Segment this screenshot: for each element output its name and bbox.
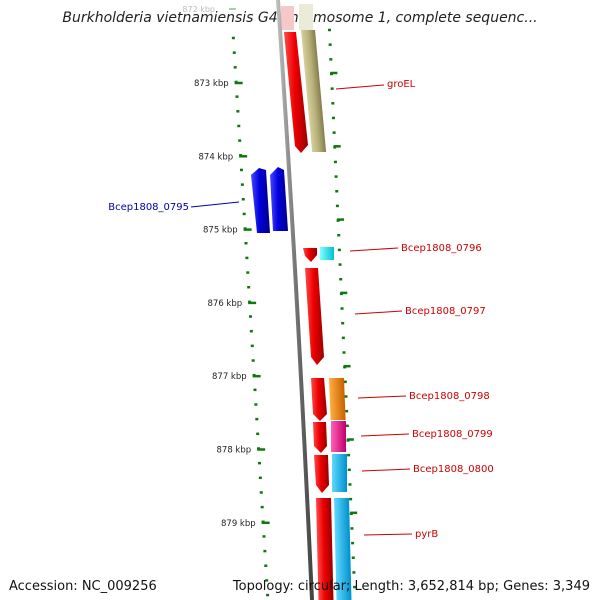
gene-bcep0798[interactable]	[311, 378, 346, 421]
gene-label-bcep0797[interactable]: Bcep1808_0797	[405, 306, 486, 317]
gene-pyrB-cog[interactable]	[334, 498, 352, 600]
gene-label-groEL[interactable]: groEL	[387, 79, 416, 90]
gene-label-bcep0796[interactable]: Bcep1808_0796	[401, 243, 482, 254]
callout-line-bcep0795	[190, 201, 240, 208]
gene-bcep0795-cds-a[interactable]	[251, 168, 270, 233]
gene-bcep0795[interactable]	[251, 167, 288, 233]
gene-bcep0799-cog[interactable]	[331, 421, 346, 452]
topology-text: Topology: circular; Length: 3,652,814 bp…	[232, 579, 590, 594]
gene-bcep0799-cds[interactable]	[313, 422, 327, 453]
callout-line-bcep0799	[360, 433, 410, 437]
gene-bcep0796[interactable]	[303, 247, 334, 262]
gene-bcep0795-cds-b[interactable]	[270, 167, 288, 231]
callout-line-bcep0797	[354, 310, 403, 315]
gene-groEL[interactable]	[284, 30, 327, 153]
callout-line-bcep0798	[357, 395, 407, 399]
gene-groEL-cds[interactable]	[284, 32, 308, 153]
callout-line-groEL	[335, 84, 385, 90]
callout-line-bcep0800	[361, 468, 411, 472]
gene-label-bcep0799[interactable]: Bcep1808_0799	[412, 429, 493, 440]
tick-label-878: 878 kbp	[217, 446, 252, 456]
callout-line-bcep0796	[349, 247, 399, 252]
tick-label-874: 874 kbp	[199, 152, 234, 162]
faded-gene-top-red	[281, 6, 294, 30]
tick-label-876: 876 kbp	[208, 299, 243, 309]
callout-line-pyrB	[363, 533, 413, 536]
gene-groEL-cog[interactable]	[301, 30, 327, 152]
gene-bcep0799[interactable]	[313, 421, 346, 453]
gene-bcep0800-cds[interactable]	[314, 455, 329, 493]
genome-backbone	[276, 0, 314, 600]
faded-gene-top-khaki	[299, 4, 313, 30]
gene-bcep0798-cds[interactable]	[311, 378, 327, 421]
gene-label-bcep0798[interactable]: Bcep1808_0798	[409, 391, 490, 402]
gene-bcep0797-cds[interactable]	[305, 268, 324, 365]
gene-bcep0796-cog[interactable]	[320, 247, 334, 260]
gene-bcep0796-cds[interactable]	[303, 248, 317, 262]
gene-label-bcep0795[interactable]: Bcep1808_0795	[108, 202, 189, 213]
tick-label-879: 879 kbp	[221, 519, 256, 529]
major-ticks: 873 kbp 874 kbp 875 kbp 876 kbp 877 kbp 878 k…	[194, 71, 358, 529]
tick-label-872: 872 kbp	[182, 5, 215, 14]
gene-bcep0797[interactable]	[305, 268, 324, 365]
gene-bcep0800[interactable]	[314, 454, 347, 493]
gene-pyrB-cds[interactable]	[316, 498, 334, 600]
tick-label-873: 873 kbp	[194, 79, 229, 89]
gene-pyrB[interactable]	[316, 498, 352, 600]
gene-label-bcep0800[interactable]: Bcep1808_0800	[413, 464, 494, 475]
gene-label-pyrB[interactable]: pyrB	[415, 529, 438, 540]
gene-bcep0798-cog[interactable]	[329, 378, 346, 420]
tick-label-875: 875 kbp	[203, 226, 238, 236]
accession-text: Accession: NC_009256	[9, 579, 157, 594]
gene-bcep0800-cog[interactable]	[332, 454, 347, 492]
tick-label-877: 877 kbp	[212, 372, 247, 382]
tick-track	[231, 36, 270, 597]
